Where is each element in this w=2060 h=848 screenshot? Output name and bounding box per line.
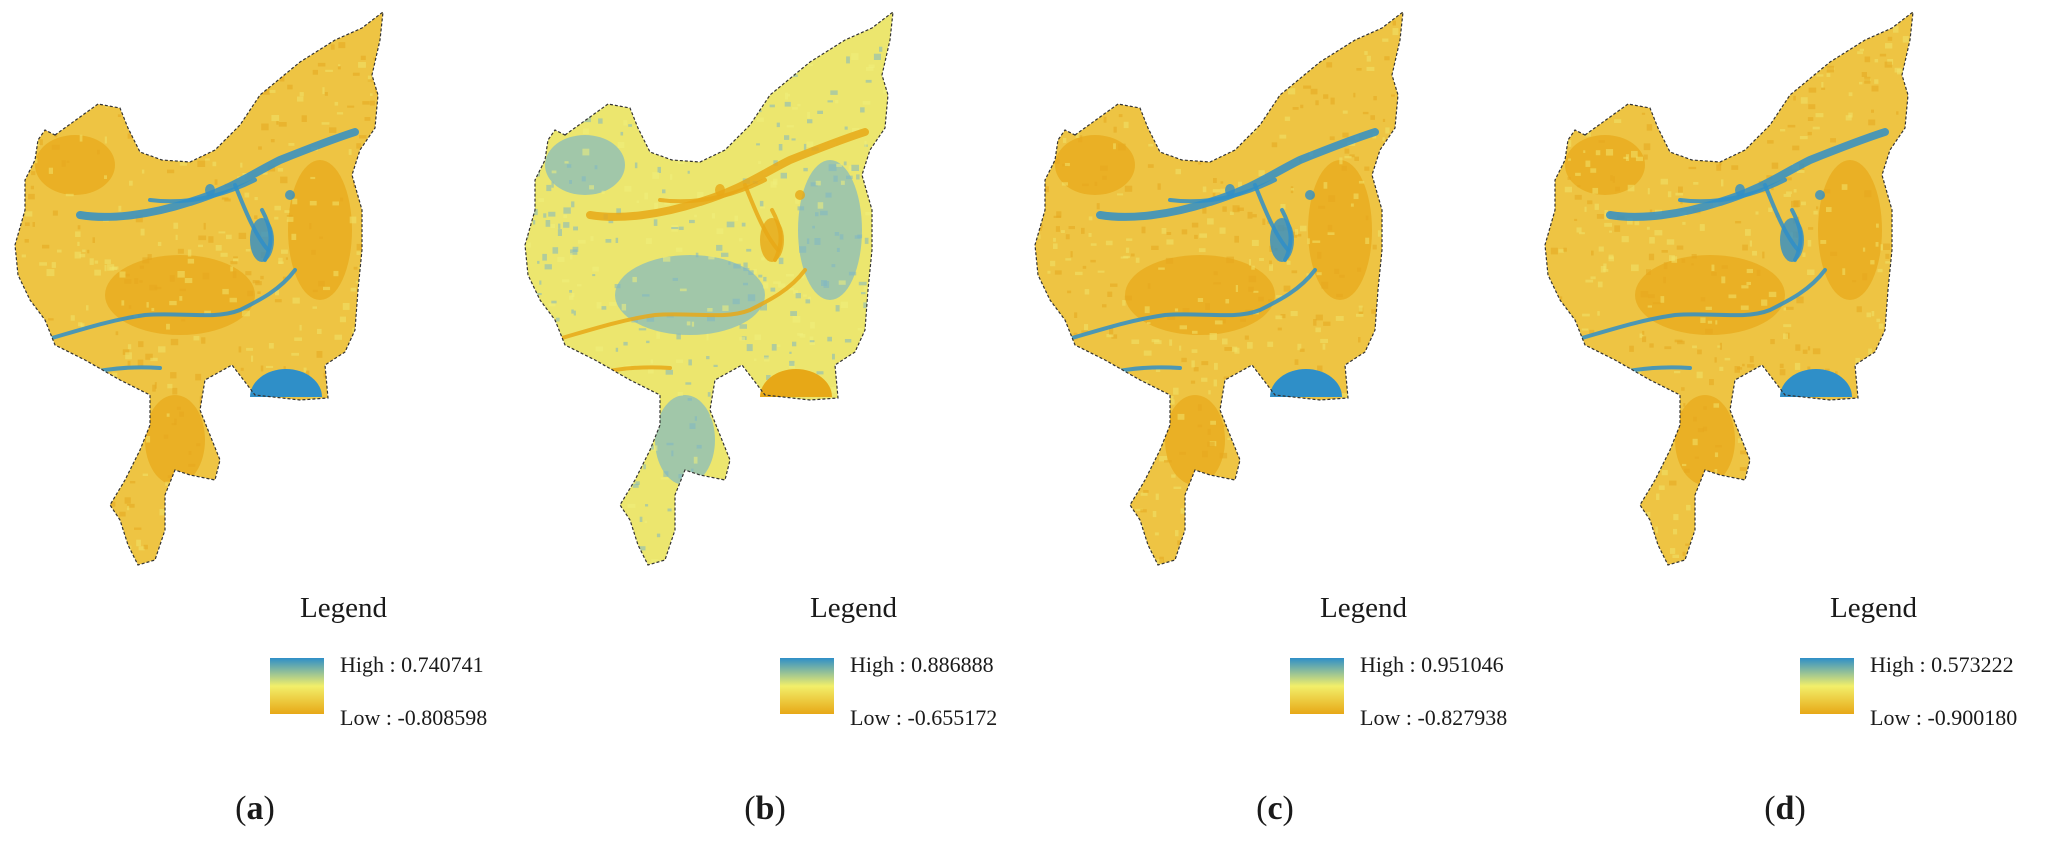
- map-panel-c: Legend High : 0.951046 Low : -0.827938 (…: [1020, 0, 1530, 848]
- legend-high-label: High : 0.951046: [1360, 652, 1504, 677]
- caption-letter: a: [246, 790, 264, 827]
- legend-color-ramp: [780, 658, 834, 714]
- panel-caption: (b): [744, 790, 786, 827]
- legend-low-label: Low : -0.655172: [850, 705, 998, 730]
- panel-caption: (a): [235, 790, 275, 827]
- panel-caption: (d): [1764, 790, 1806, 827]
- index-map-c: [1034, 10, 1404, 566]
- map-panel-b: Legend High : 0.886888 Low : -0.655172 (…: [510, 0, 1020, 848]
- legend-color-ramp: [270, 658, 324, 714]
- reservoir: [1270, 369, 1342, 397]
- reservoir: [1780, 369, 1852, 397]
- legend-high-label: High : 0.740741: [340, 652, 484, 677]
- panel-caption: (c): [1256, 790, 1294, 827]
- legend-title: Legend: [300, 592, 387, 624]
- map-fill: [1545, 12, 1913, 565]
- caption-letter: d: [1775, 790, 1795, 827]
- map-panel-d: Legend High : 0.573222 Low : -0.900180 (…: [1530, 0, 2040, 848]
- map-fill: [15, 12, 383, 565]
- reservoir: [760, 369, 832, 397]
- reservoir: [250, 369, 322, 397]
- legend-high-label: High : 0.886888: [850, 652, 994, 677]
- legend-title: Legend: [810, 592, 897, 624]
- caption-letter: b: [755, 790, 775, 827]
- caption-letter: c: [1267, 790, 1283, 827]
- map-panel-a: Legend High : 0.740741 Low : -0.808598 (…: [0, 0, 510, 848]
- index-map-d: [1544, 10, 1914, 566]
- legend: Legend High : 0.886888 Low : -0.655172: [780, 592, 1020, 742]
- legend-color-ramp: [1290, 658, 1344, 714]
- legend-low-label: Low : -0.900180: [1870, 705, 2018, 730]
- map-fill: [525, 12, 893, 565]
- index-map-a: [14, 10, 384, 566]
- legend-title: Legend: [1320, 592, 1407, 624]
- map-fill: [1035, 12, 1403, 565]
- legend-color-ramp: [1800, 658, 1854, 714]
- legend: Legend High : 0.951046 Low : -0.827938: [1290, 592, 1530, 742]
- legend-high-label: High : 0.573222: [1870, 652, 2014, 677]
- legend-low-label: Low : -0.808598: [340, 705, 488, 730]
- legend-low-label: Low : -0.827938: [1360, 705, 1508, 730]
- legend-title: Legend: [1830, 592, 1917, 624]
- index-map-b: [524, 10, 894, 566]
- legend: Legend High : 0.573222 Low : -0.900180: [1800, 592, 2040, 742]
- legend: Legend High : 0.740741 Low : -0.808598: [270, 592, 510, 742]
